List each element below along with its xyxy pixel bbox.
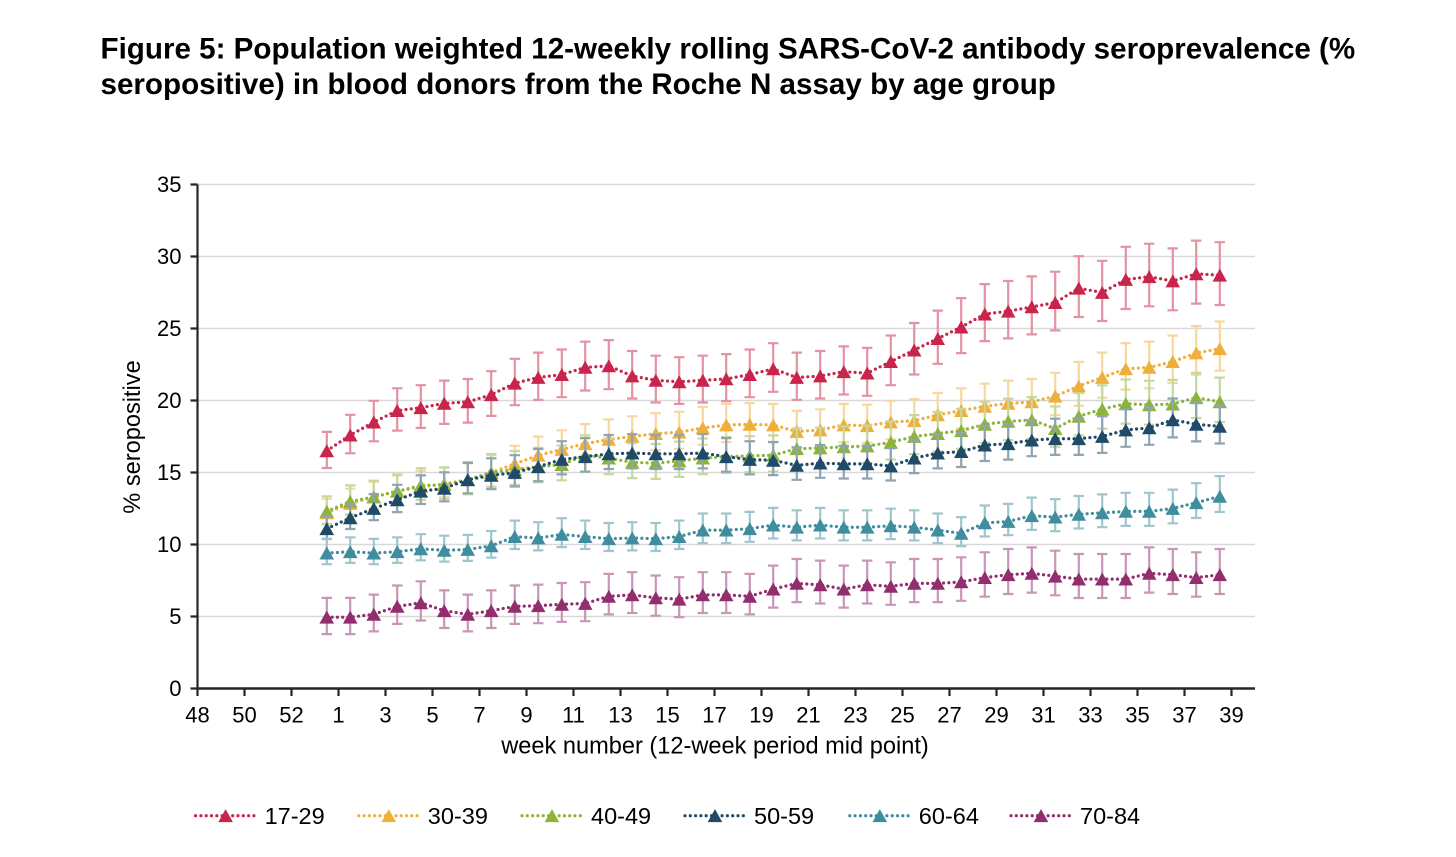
- svg-text:35: 35: [157, 172, 181, 197]
- svg-text:% seropositive: % seropositive: [120, 360, 146, 513]
- svg-text:week number (12-week period mi: week number (12-week period mid point): [500, 734, 929, 760]
- svg-text:10: 10: [157, 532, 181, 557]
- svg-text:23: 23: [843, 703, 867, 728]
- svg-text:21: 21: [796, 703, 820, 728]
- svg-text:25: 25: [890, 703, 914, 728]
- svg-text:17: 17: [702, 703, 726, 728]
- svg-text:3: 3: [379, 703, 391, 728]
- svg-text:40-49: 40-49: [591, 803, 651, 829]
- svg-text:15: 15: [157, 460, 181, 485]
- svg-text:33: 33: [1078, 703, 1102, 728]
- svg-text:20: 20: [157, 388, 181, 413]
- svg-text:48: 48: [185, 703, 209, 728]
- svg-text:29: 29: [984, 703, 1008, 728]
- svg-text:7: 7: [473, 703, 485, 728]
- svg-text:35: 35: [1125, 703, 1149, 728]
- svg-text:15: 15: [655, 703, 679, 728]
- svg-text:19: 19: [749, 703, 773, 728]
- svg-text:30-39: 30-39: [428, 803, 488, 829]
- svg-text:60-64: 60-64: [919, 803, 979, 829]
- svg-text:9: 9: [520, 703, 532, 728]
- svg-text:5: 5: [169, 604, 181, 629]
- svg-text:13: 13: [608, 703, 632, 728]
- svg-text:11: 11: [562, 703, 585, 728]
- svg-text:50: 50: [232, 703, 256, 728]
- svg-text:37: 37: [1172, 703, 1196, 728]
- svg-text:seropositive) in blood donors: seropositive) in blood donors from the R…: [101, 68, 1056, 101]
- svg-text:17-29: 17-29: [265, 803, 325, 829]
- svg-text:Figure 5: Population weighted: Figure 5: Population weighted 12-weekly …: [101, 33, 1356, 66]
- svg-text:50-59: 50-59: [754, 803, 814, 829]
- svg-text:27: 27: [937, 703, 961, 728]
- svg-text:25: 25: [157, 316, 181, 341]
- svg-text:1: 1: [332, 703, 344, 728]
- svg-text:70-84: 70-84: [1080, 803, 1140, 829]
- svg-text:39: 39: [1219, 703, 1243, 728]
- svg-text:30: 30: [157, 244, 181, 269]
- svg-text:0: 0: [169, 676, 181, 701]
- svg-text:31: 31: [1031, 703, 1055, 728]
- svg-text:5: 5: [426, 703, 438, 728]
- svg-text:52: 52: [279, 703, 303, 728]
